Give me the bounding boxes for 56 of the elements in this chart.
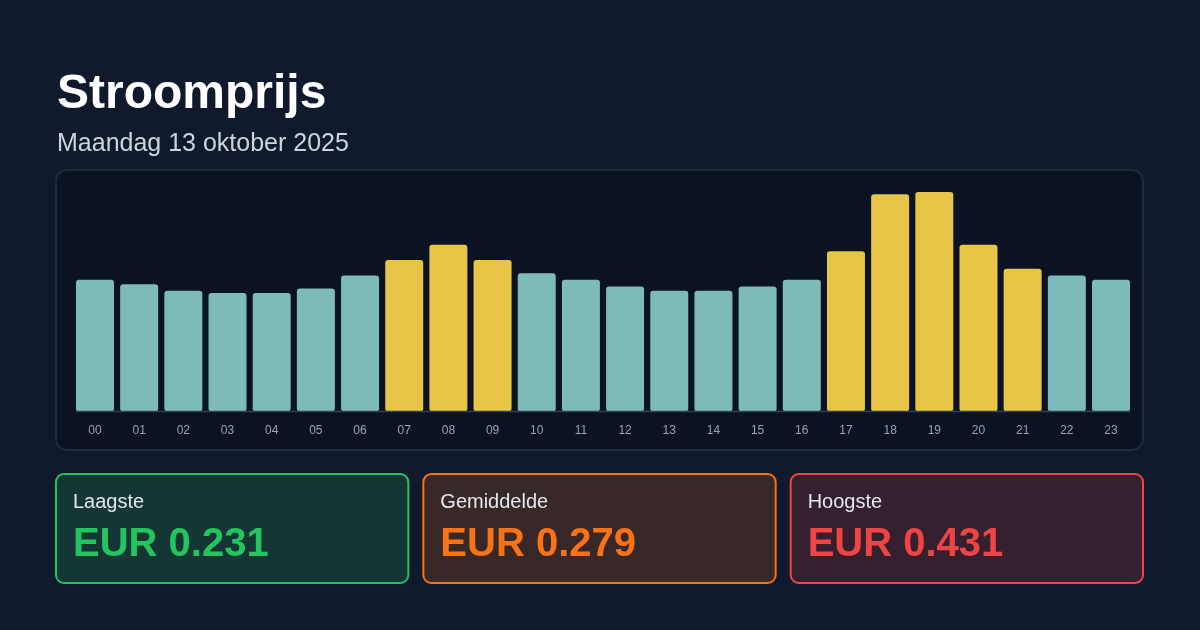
x-tick-label: 06: [353, 423, 368, 437]
x-tick-label: 04: [265, 423, 279, 437]
bar: [517, 273, 556, 412]
bar: [959, 244, 998, 412]
bar: [915, 192, 954, 412]
text: Gemiddelde: [440, 490, 549, 512]
x-tick-label: 05: [309, 423, 323, 437]
bar: [561, 279, 600, 412]
bar: [429, 244, 468, 412]
bar: [252, 292, 291, 412]
x-tick-label: 23: [1104, 423, 1118, 437]
bar: [385, 260, 424, 412]
text: Hoogste: [807, 490, 883, 512]
x-tick-label: 09: [485, 423, 500, 437]
x-tick-label: 16: [795, 423, 809, 437]
text: EUR 0.431: [807, 520, 1004, 564]
bar: [473, 260, 512, 412]
x-tick-label: 01: [132, 423, 147, 437]
bar: [1047, 275, 1086, 412]
bar: [341, 275, 380, 412]
text: EUR 0.231: [73, 520, 269, 564]
bar: [1092, 279, 1130, 412]
chart-subtitle: Maandag 13 oktober 2025: [57, 128, 349, 156]
x-tick-label: 11: [574, 423, 588, 437]
bar: [1003, 268, 1042, 412]
x-tick-label: 07: [397, 423, 412, 437]
text: EUR 0.279: [440, 520, 637, 564]
bar: [650, 290, 689, 412]
bar: [694, 290, 733, 412]
x-tick-label: 14: [706, 423, 721, 437]
bar: [296, 288, 335, 412]
x-tick-label: 15: [750, 423, 765, 437]
x-tick-label: 12: [618, 423, 633, 437]
chart-title: Stroomprijs: [57, 65, 327, 118]
bar: [76, 279, 114, 412]
bar: [208, 292, 247, 412]
x-tick-label: 21: [1015, 423, 1030, 437]
bar: [164, 290, 203, 412]
x-tick-label: 03: [220, 423, 235, 437]
x-tick-label: 08: [441, 423, 456, 437]
x-tick-label: 10: [530, 423, 544, 437]
x-tick-label: 00: [88, 423, 102, 437]
x-tick-label: 13: [662, 423, 677, 437]
x-tick-label: 20: [971, 423, 986, 437]
bar: [782, 279, 821, 412]
bar: [871, 194, 910, 412]
x-tick-label: 17: [839, 423, 853, 437]
x-tick-label: 18: [883, 423, 898, 437]
x-tick-label: 19: [927, 423, 942, 437]
x-tick-label: 02: [176, 423, 191, 437]
bar: [738, 286, 777, 412]
bar: [120, 284, 159, 412]
bar: [606, 286, 645, 412]
bar: [826, 251, 865, 412]
text: Laagste: [73, 490, 145, 512]
x-tick-label: 22: [1060, 423, 1074, 437]
